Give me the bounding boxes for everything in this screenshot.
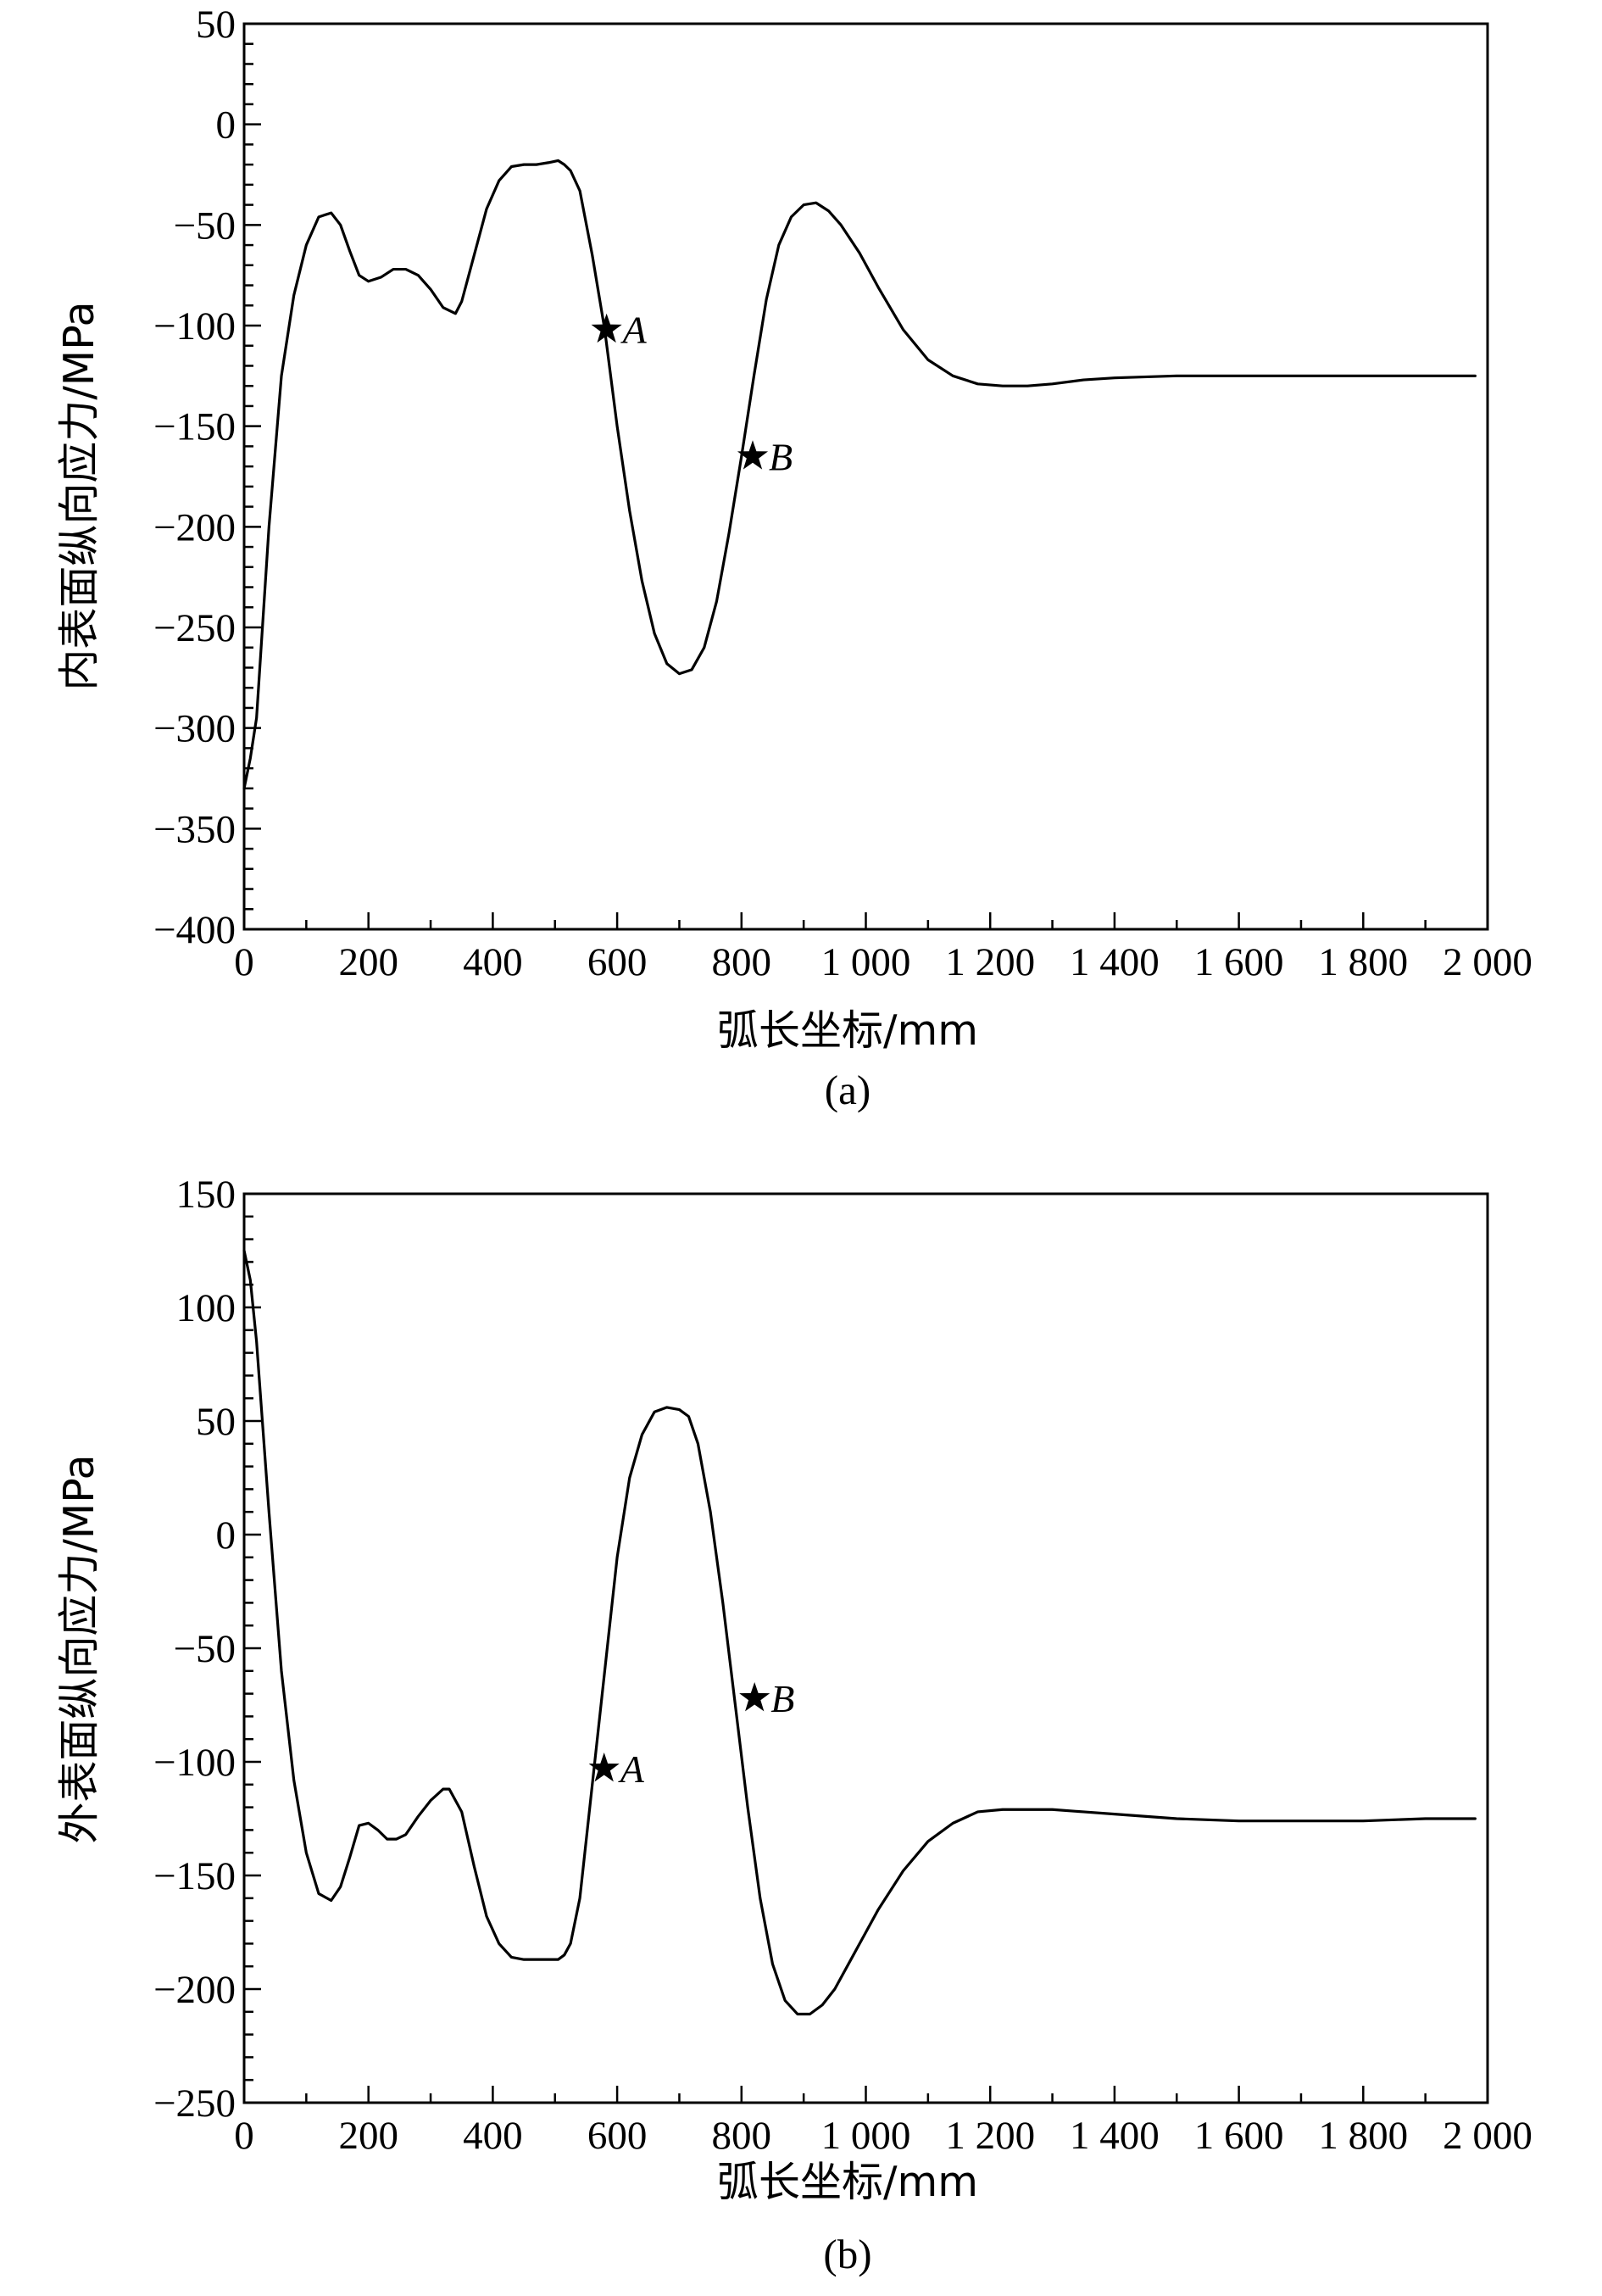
chart-b-x-tick-label: 1 200 — [945, 2114, 1035, 2158]
chart-b-marker-A-star-icon — [588, 1753, 620, 1782]
chart-b-x-tick-label: 1 000 — [821, 2114, 911, 2158]
chart-a-x-tick-label: 200 — [338, 940, 398, 984]
chart-a-marker-A-star-icon — [591, 313, 622, 343]
chart-b-frame — [242, 1192, 1489, 2104]
chart-b: 0 200 400 600 800 1 000 1 200 1 400 1 600 1 800 2 … — [55, 1173, 1532, 2277]
chart-b-y-tick-label: −150 — [153, 1854, 236, 1898]
chart-a-x-tick-label: 1 200 — [945, 940, 1035, 984]
chart-a-x-tick-label: 0 — [234, 940, 254, 984]
chart-a-plot: AB — [242, 159, 1477, 790]
chart-b-x-tick-label: 1 400 — [1070, 2114, 1160, 2158]
chart-a-y-tick-label: −350 — [153, 807, 236, 851]
chart-a-ylabel: 内表面纵向应力/MPa — [55, 301, 103, 690]
chart-a-x-tick-label: 2 000 — [1443, 940, 1532, 984]
chart-a-marker-A-label: A — [620, 309, 648, 352]
chart-b-y-tick-label: 0 — [216, 1513, 236, 1558]
chart-b-x-tick-label: 200 — [338, 2114, 398, 2158]
chart-a-y-tick-label: −250 — [153, 606, 236, 650]
chart-a-y-tick-label: −150 — [153, 405, 236, 449]
chart-b-y-tick-label: −100 — [153, 1741, 236, 1785]
chart-b-marker-B-label: B — [770, 1677, 794, 1720]
chart-a-x-tick-label: 1 600 — [1194, 940, 1284, 984]
chart-a-y-tick-label: −300 — [153, 707, 236, 751]
chart-b-marker-B-star-icon — [739, 1681, 770, 1712]
chart-a-x-tick-label: 400 — [463, 940, 523, 984]
chart-a-x-tick-label: 800 — [712, 940, 772, 984]
chart-b-series-outer — [242, 1249, 1477, 2016]
chart-a-y-tick-label: −100 — [153, 304, 236, 348]
chart-a-y-tick-label: 0 — [216, 103, 236, 148]
chart-a-caption: (a) — [825, 1067, 871, 1113]
chart-b-y-tick-label: −50 — [173, 1627, 236, 1671]
chart-b-y-tick-label: −200 — [153, 1968, 236, 2012]
chart-b-caption: (b) — [823, 2231, 871, 2277]
chart-b-x-tick-label: 400 — [463, 2114, 523, 2158]
chart-b-ylabel: 外表面纵向应力/MPa — [55, 1454, 103, 1843]
chart-a-marker-B-star-icon — [737, 440, 769, 470]
chart-b-axes: 0 200 400 600 800 1 000 1 200 1 400 1 600 1 800 2 … — [153, 1173, 1532, 2158]
chart-a-axes: 0 200 400 600 800 1 000 1 200 1 400 1 600 1 800 2 … — [153, 3, 1532, 984]
chart-b-x-tick-label: 2 000 — [1443, 2114, 1532, 2158]
chart-a-series-inner — [242, 159, 1477, 790]
chart-a-frame — [242, 22, 1489, 931]
chart-b-y-tick-label: 150 — [176, 1173, 236, 1217]
chart-a-y-tick-label: −50 — [173, 203, 236, 248]
chart-b-x-tick-label: 0 — [234, 2114, 254, 2158]
chart-a-y-tick-label: −400 — [153, 908, 236, 952]
chart-b-x-tick-label: 800 — [712, 2114, 772, 2158]
chart-b-y-tick-label: 100 — [176, 1286, 236, 1330]
chart-a: 0 200 400 600 800 1 000 1 200 1 400 1 600 1 800 2 … — [55, 3, 1532, 1113]
chart-a-x-tick-label: 1 800 — [1318, 940, 1408, 984]
chart-a-x-tick-label: 1 400 — [1070, 940, 1160, 984]
chart-a-x-tick-label: 1 000 — [821, 940, 911, 984]
chart-b-xlabel: 弧长坐标/mm — [717, 2158, 978, 2206]
chart-a-xlabel: 弧长坐标/mm — [717, 1006, 978, 1055]
chart-a-x-tick-label: 600 — [587, 940, 648, 984]
chart-b-x-tick-label: 600 — [587, 2114, 648, 2158]
chart-a-y-tick-label: −200 — [153, 505, 236, 549]
chart-b-plot: AB — [242, 1249, 1477, 2016]
chart-b-marker-A-label: A — [618, 1747, 645, 1791]
chart-b-y-tick-label: 50 — [196, 1400, 236, 1444]
chart-b-y-tick-label: −250 — [153, 2081, 236, 2126]
chart-a-y-tick-label: 50 — [196, 3, 236, 47]
chart-b-x-tick-label: 1 800 — [1318, 2114, 1408, 2158]
chart-b-x-tick-label: 1 600 — [1194, 2114, 1284, 2158]
chart-a-marker-B-label: B — [769, 435, 793, 478]
